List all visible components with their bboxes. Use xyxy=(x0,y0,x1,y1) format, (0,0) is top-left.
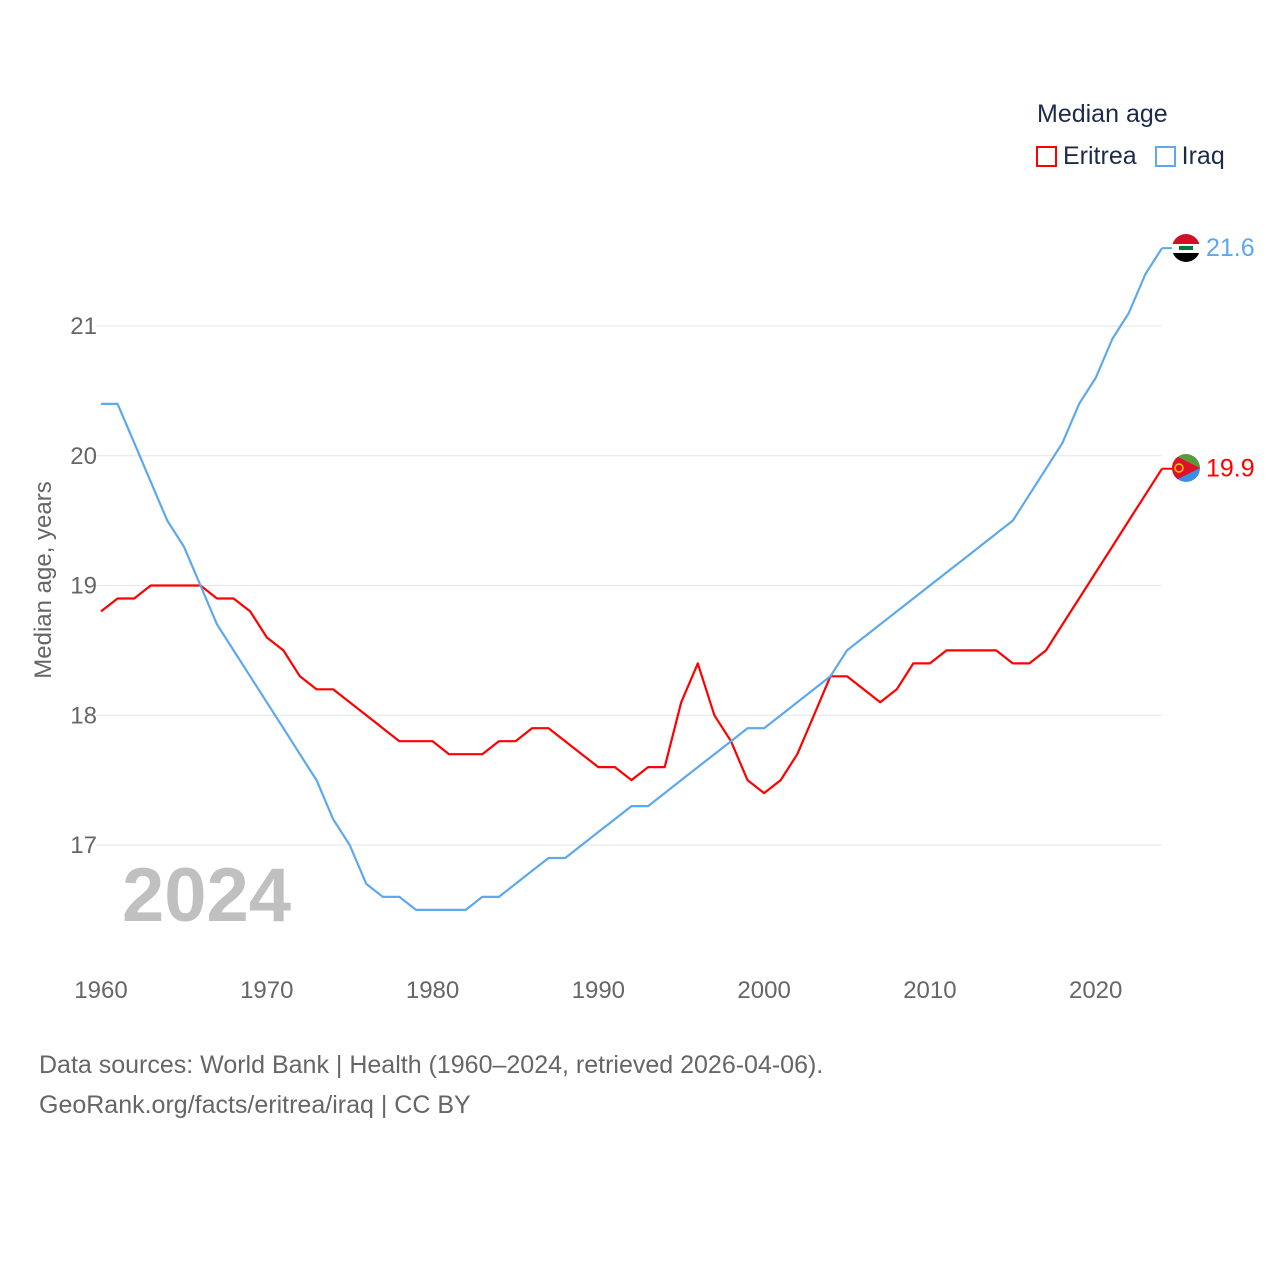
legend-swatch xyxy=(1036,146,1057,167)
y-axis-label: Median age, years xyxy=(30,481,57,678)
legend-label: Eritrea xyxy=(1063,142,1137,170)
eritrea-flag-icon xyxy=(1172,454,1200,482)
legend-item-iraq[interactable]: Iraq xyxy=(1154,142,1225,171)
x-tick-label: 1990 xyxy=(572,977,625,1004)
y-tick-label: 17 xyxy=(70,832,97,859)
x-tick-label: 1980 xyxy=(406,977,459,1004)
iraq-flag-icon xyxy=(1172,234,1200,262)
legend: Eritrea Iraq xyxy=(1036,142,1225,171)
legend-item-eritrea[interactable]: Eritrea xyxy=(1036,142,1137,171)
legend-label: Iraq xyxy=(1181,142,1225,170)
end-value-label: 19.9 xyxy=(1206,455,1255,483)
x-tick-label: 1960 xyxy=(74,977,127,1004)
year-watermark: 2024 xyxy=(122,853,291,938)
source-note: Data sources: World Bank | Health (1960–… xyxy=(39,1045,823,1125)
y-tick-label: 18 xyxy=(70,702,97,729)
x-tick-label: 2020 xyxy=(1069,977,1122,1004)
legend-swatch xyxy=(1154,146,1176,167)
source-line: Data sources: World Bank | Health (1960–… xyxy=(39,1051,824,1079)
x-tick-label: 1970 xyxy=(240,977,293,1004)
series-line-eritrea xyxy=(100,468,1163,795)
source-link[interactable]: GeoRank.org/facts/eritrea/iraq | CC BY xyxy=(39,1091,471,1119)
legend-title: Median age xyxy=(1037,100,1168,128)
y-tick-label: 20 xyxy=(70,443,97,470)
y-tick-label: 19 xyxy=(70,573,97,600)
y-tick-label: 21 xyxy=(70,313,97,340)
x-tick-label: 2010 xyxy=(903,977,956,1004)
x-tick-label: 2000 xyxy=(737,977,790,1004)
end-value-label: 21.6 xyxy=(1206,234,1255,262)
series-line-iraq xyxy=(101,247,1163,912)
